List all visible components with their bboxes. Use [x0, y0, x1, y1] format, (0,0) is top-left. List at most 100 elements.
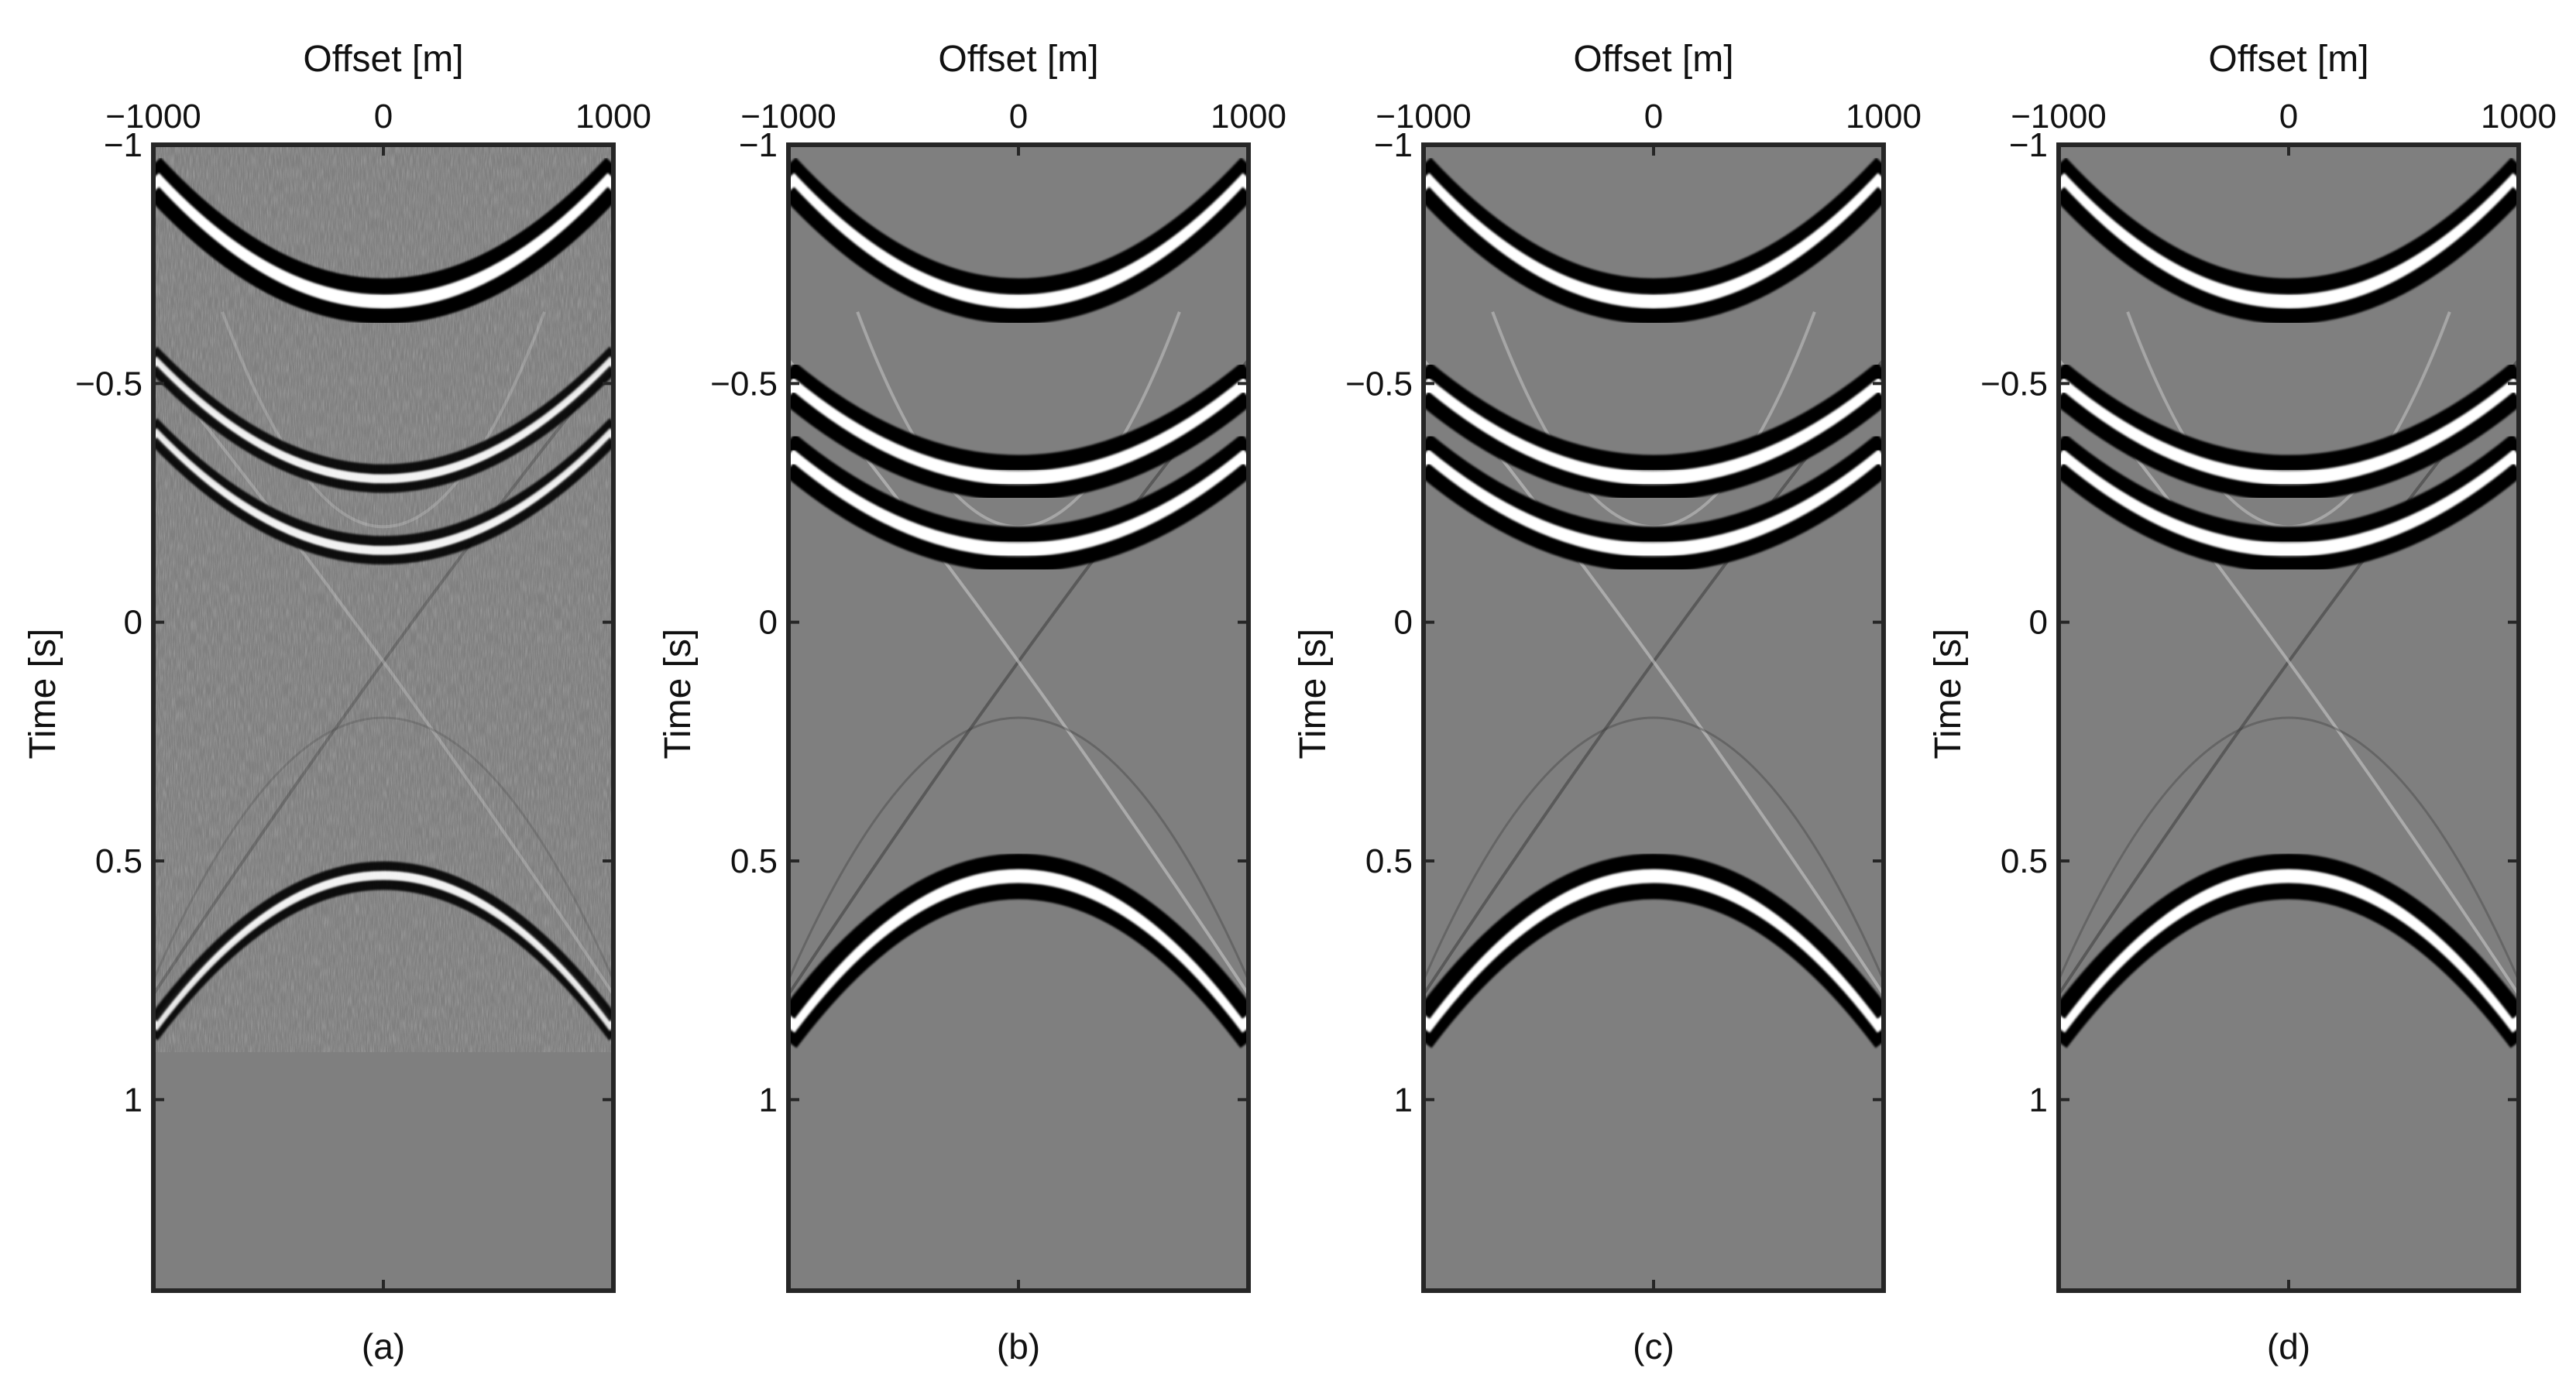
reflection-event	[1424, 463, 1884, 572]
reflection-event	[153, 356, 613, 484]
reflection-event	[153, 879, 613, 1041]
x-axis-label: Offset [m]	[2208, 39, 2368, 80]
reflection-event	[788, 377, 1249, 487]
y-axis-label: Time [s]	[1293, 629, 1334, 760]
reflection-event	[2059, 433, 2519, 547]
reflection-event	[1424, 853, 1884, 1019]
y-tick-label: −1	[104, 126, 143, 164]
x-tick-label: 1000	[575, 98, 651, 135]
diffraction-line	[153, 716, 613, 981]
diffraction-line	[1424, 716, 1884, 981]
x-tick-label: −1000	[1376, 98, 1472, 135]
x-axis-label: Offset [m]	[1573, 39, 1733, 80]
panel-caption: (a)	[362, 1326, 405, 1367]
panel-content	[1424, 157, 1884, 1048]
reflection-event	[788, 879, 1249, 1048]
diffraction-line	[1491, 311, 1816, 529]
panel-content	[788, 157, 1249, 1048]
reflection-event	[153, 157, 613, 299]
y-tick-label: 0	[124, 604, 143, 642]
panel-background	[788, 145, 1249, 1291]
x-tick-label: −1000	[2011, 98, 2107, 135]
panel-d: −1000 0 1000 −1 −0.5 0 0.5 1 Offset [m] Time [s] (…	[1928, 39, 2557, 1367]
reflection-event	[1424, 449, 1884, 558]
reflection-event	[788, 853, 1249, 1019]
panel-c: −1000 0 1000 −1 −0.5 0 0.5 1 Offset [m] Time [s] (…	[1293, 39, 1922, 1367]
panel-content	[2059, 157, 2519, 1048]
reflection-event	[153, 427, 613, 556]
y-tick-label: 1	[2029, 1081, 2048, 1119]
x-tick-label: 1000	[1846, 98, 1922, 135]
y-tick-label: −0.5	[1345, 365, 1413, 403]
y-tick-label: −1	[1374, 126, 1413, 164]
diffraction-line	[221, 311, 546, 529]
reflection-event	[788, 173, 1249, 310]
reflection-event	[788, 391, 1249, 501]
reflection-event	[1424, 173, 1884, 310]
reflection-event	[153, 861, 613, 1022]
reflection-event	[1424, 377, 1884, 487]
y-tick-label: 0	[759, 604, 778, 642]
y-tick-label: 0.5	[730, 842, 778, 880]
reflection-event	[1424, 187, 1884, 324]
reflection-event	[2059, 867, 2519, 1033]
reflection-event	[2059, 391, 2519, 501]
x-tick-label: −1000	[740, 98, 836, 135]
panel-caption: (b)	[997, 1326, 1040, 1367]
y-tick-label: −0.5	[710, 365, 778, 403]
x-axis-label: Offset [m]	[303, 39, 463, 80]
panel-background	[2059, 145, 2519, 1291]
reflection-event	[1424, 879, 1884, 1048]
y-tick-label: −0.5	[1980, 365, 2048, 403]
diffraction-line	[153, 358, 613, 996]
y-tick-label: 1	[124, 1081, 143, 1119]
y-tick-label: 1	[759, 1081, 778, 1119]
panel-background	[1424, 145, 1884, 1291]
reflection-event	[2059, 463, 2519, 572]
reflection-event	[2059, 879, 2519, 1048]
y-tick-label: −1	[2009, 126, 2048, 164]
x-axis-label: Offset [m]	[938, 39, 1098, 80]
reflection-event	[788, 362, 1249, 475]
y-axis-label: Time [s]	[22, 629, 64, 760]
y-tick-label: 0	[2029, 604, 2048, 642]
y-tick-label: 0	[1394, 604, 1413, 642]
reflection-event	[788, 157, 1249, 299]
reflection-event	[788, 433, 1249, 547]
y-axis-label: Time [s]	[1928, 629, 1969, 760]
x-tick-label: 0	[1644, 98, 1663, 135]
reflection-event	[153, 346, 613, 475]
diffraction-line	[2059, 716, 2519, 981]
y-tick-label: −1	[739, 126, 778, 164]
x-tick-label: 0	[2279, 98, 2298, 135]
reflection-event	[153, 437, 613, 565]
x-tick-label: −1000	[105, 98, 201, 135]
reflection-event	[788, 449, 1249, 558]
reflection-event	[2059, 157, 2519, 299]
reflection-event	[153, 187, 613, 324]
reflection-event	[2059, 362, 2519, 475]
reflection-event	[153, 418, 613, 547]
panel-caption: (d)	[2267, 1326, 2310, 1367]
x-tick-label: 0	[374, 98, 393, 135]
reflection-event	[2059, 449, 2519, 558]
y-tick-label: −0.5	[75, 365, 143, 403]
reflection-event	[153, 870, 613, 1031]
diffraction-line	[856, 311, 1181, 529]
x-tick-label: 1000	[1211, 98, 1286, 135]
diffraction-line	[788, 716, 1249, 981]
reflection-event	[1424, 433, 1884, 547]
y-axis-label: Time [s]	[658, 629, 699, 760]
reflection-event	[2059, 187, 2519, 324]
diffraction-line	[2126, 311, 2451, 529]
reflection-event	[2059, 853, 2519, 1019]
x-tick-label: 1000	[2481, 98, 2557, 135]
panel-a: −1000 0 1000 −1 −0.5 0 0.5 1 Offset [m] Time [s] (…	[22, 39, 651, 1367]
reflection-event	[2059, 377, 2519, 487]
panel-b: −1000 0 1000 −1 −0.5 0 0.5 1 Offset [m] Time [s] (…	[658, 39, 1286, 1367]
diffraction-line	[153, 358, 613, 996]
reflection-event	[153, 365, 613, 493]
reflection-event	[1424, 157, 1884, 299]
reflection-event	[2059, 173, 2519, 310]
